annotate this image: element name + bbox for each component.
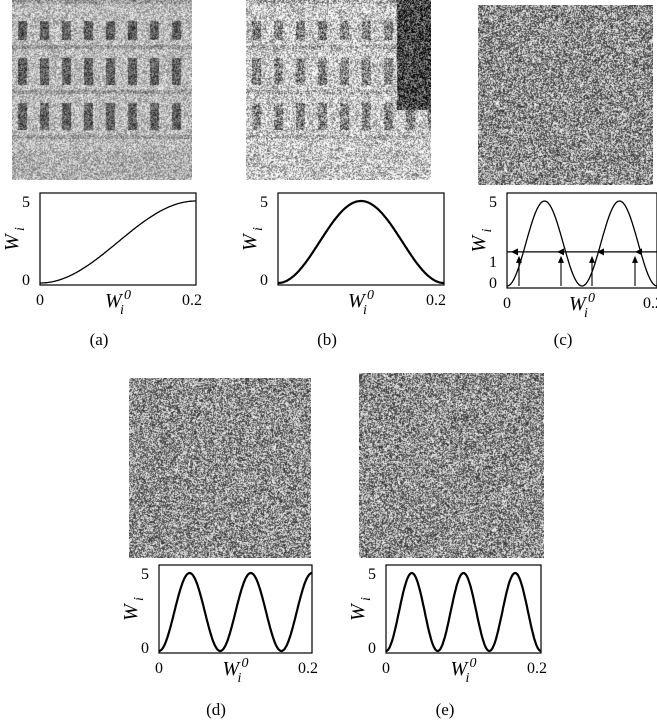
- xtick-label-right: 0.2: [527, 660, 547, 677]
- plot-frame: [277, 192, 445, 286]
- ytick-label-bottom: 0: [489, 275, 497, 292]
- y-axis-label-sub: i: [13, 227, 28, 231]
- caption-e: (e): [435, 700, 455, 719]
- x-axis-label: W: [348, 290, 367, 312]
- x-axis-label-sub: i: [584, 306, 588, 321]
- caption-d: (d): [206, 700, 226, 719]
- ytick-label-bottom: 0: [260, 272, 268, 289]
- x-axis-label: W: [223, 658, 242, 680]
- y-axis-label-sub: i: [359, 597, 374, 601]
- caption-b: (b): [317, 330, 337, 349]
- noisy-image-d: [129, 378, 311, 558]
- ytick-label-bottom: 0: [141, 640, 149, 657]
- y-axis-label: W: [120, 602, 142, 621]
- up-arrow-icon: [632, 255, 638, 263]
- x-axis-label-sub: i: [466, 671, 470, 686]
- xtick-label-left: 0: [155, 660, 163, 677]
- left-arrow-icon: [557, 248, 564, 256]
- x-axis-label-sub: i: [120, 303, 124, 318]
- noisy-image-b: [246, 0, 431, 180]
- caption-a: (a): [89, 330, 109, 349]
- up-arrow-icon: [516, 255, 522, 263]
- x-axis-label: W: [569, 293, 588, 315]
- ytick-label-top: 5: [368, 566, 376, 583]
- curve-line: [40, 200, 196, 284]
- x-axis-label-sup: 0: [124, 288, 131, 303]
- ytick-label-bottom: 0: [22, 272, 30, 289]
- curve-line: [158, 571, 313, 653]
- y-axis-label: W: [468, 234, 490, 253]
- ytick-label-top: 5: [489, 194, 497, 211]
- y-axis-label-sub: i: [480, 229, 495, 233]
- xtick-label-right: 0.2: [426, 292, 446, 309]
- plot-frame: [158, 564, 313, 654]
- x-axis-label: W: [451, 658, 470, 680]
- curve-line: [506, 200, 657, 287]
- plot-frame: [385, 564, 542, 654]
- left-arrow-icon: [597, 248, 604, 256]
- left-arrow-icon: [635, 248, 642, 256]
- noisy-image-e: [359, 373, 544, 558]
- ytick-label-top: 5: [141, 566, 149, 583]
- xtick-label-left: 0: [503, 295, 511, 312]
- plot-frame: [506, 192, 657, 289]
- y-axis-label-sub: i: [132, 597, 147, 601]
- curve-line: [385, 571, 542, 653]
- caption-c: (c): [553, 330, 573, 349]
- y-axis-label: W: [347, 602, 369, 621]
- x-axis-label-sub: i: [363, 303, 367, 318]
- ytick-label-top: 5: [22, 194, 30, 211]
- x-axis-label-sup: 0: [367, 288, 374, 303]
- plot-frame: [39, 192, 197, 286]
- x-axis-label: W: [105, 290, 124, 312]
- left-arrow-icon: [511, 248, 518, 256]
- xtick-label-right: 0.2: [643, 295, 657, 312]
- ytick-label-top: 5: [260, 194, 268, 211]
- xtick-label-left: 0: [36, 292, 44, 309]
- y-axis-label: W: [239, 232, 261, 251]
- curve-line: [278, 199, 444, 285]
- x-axis-label-sup: 0: [588, 291, 595, 306]
- up-arrow-icon: [558, 255, 564, 263]
- noisy-image-a: [12, 0, 192, 180]
- up-arrow-icon: [589, 255, 595, 263]
- noisy-image-c: [478, 5, 653, 185]
- xtick-label-right: 0.2: [298, 660, 318, 677]
- xtick-label-right: 0.2: [182, 292, 202, 309]
- xtick-label-left: 0: [382, 660, 390, 677]
- x-axis-label-sub: i: [238, 671, 242, 686]
- x-axis-label-sup: 0: [470, 656, 477, 671]
- y-axis-label: W: [1, 232, 23, 251]
- ytick-label-bottom: 0: [368, 640, 376, 657]
- ytick-label-mid: 1: [489, 254, 497, 271]
- y-axis-label-sub: i: [251, 227, 266, 231]
- x-axis-label-sup: 0: [242, 656, 249, 671]
